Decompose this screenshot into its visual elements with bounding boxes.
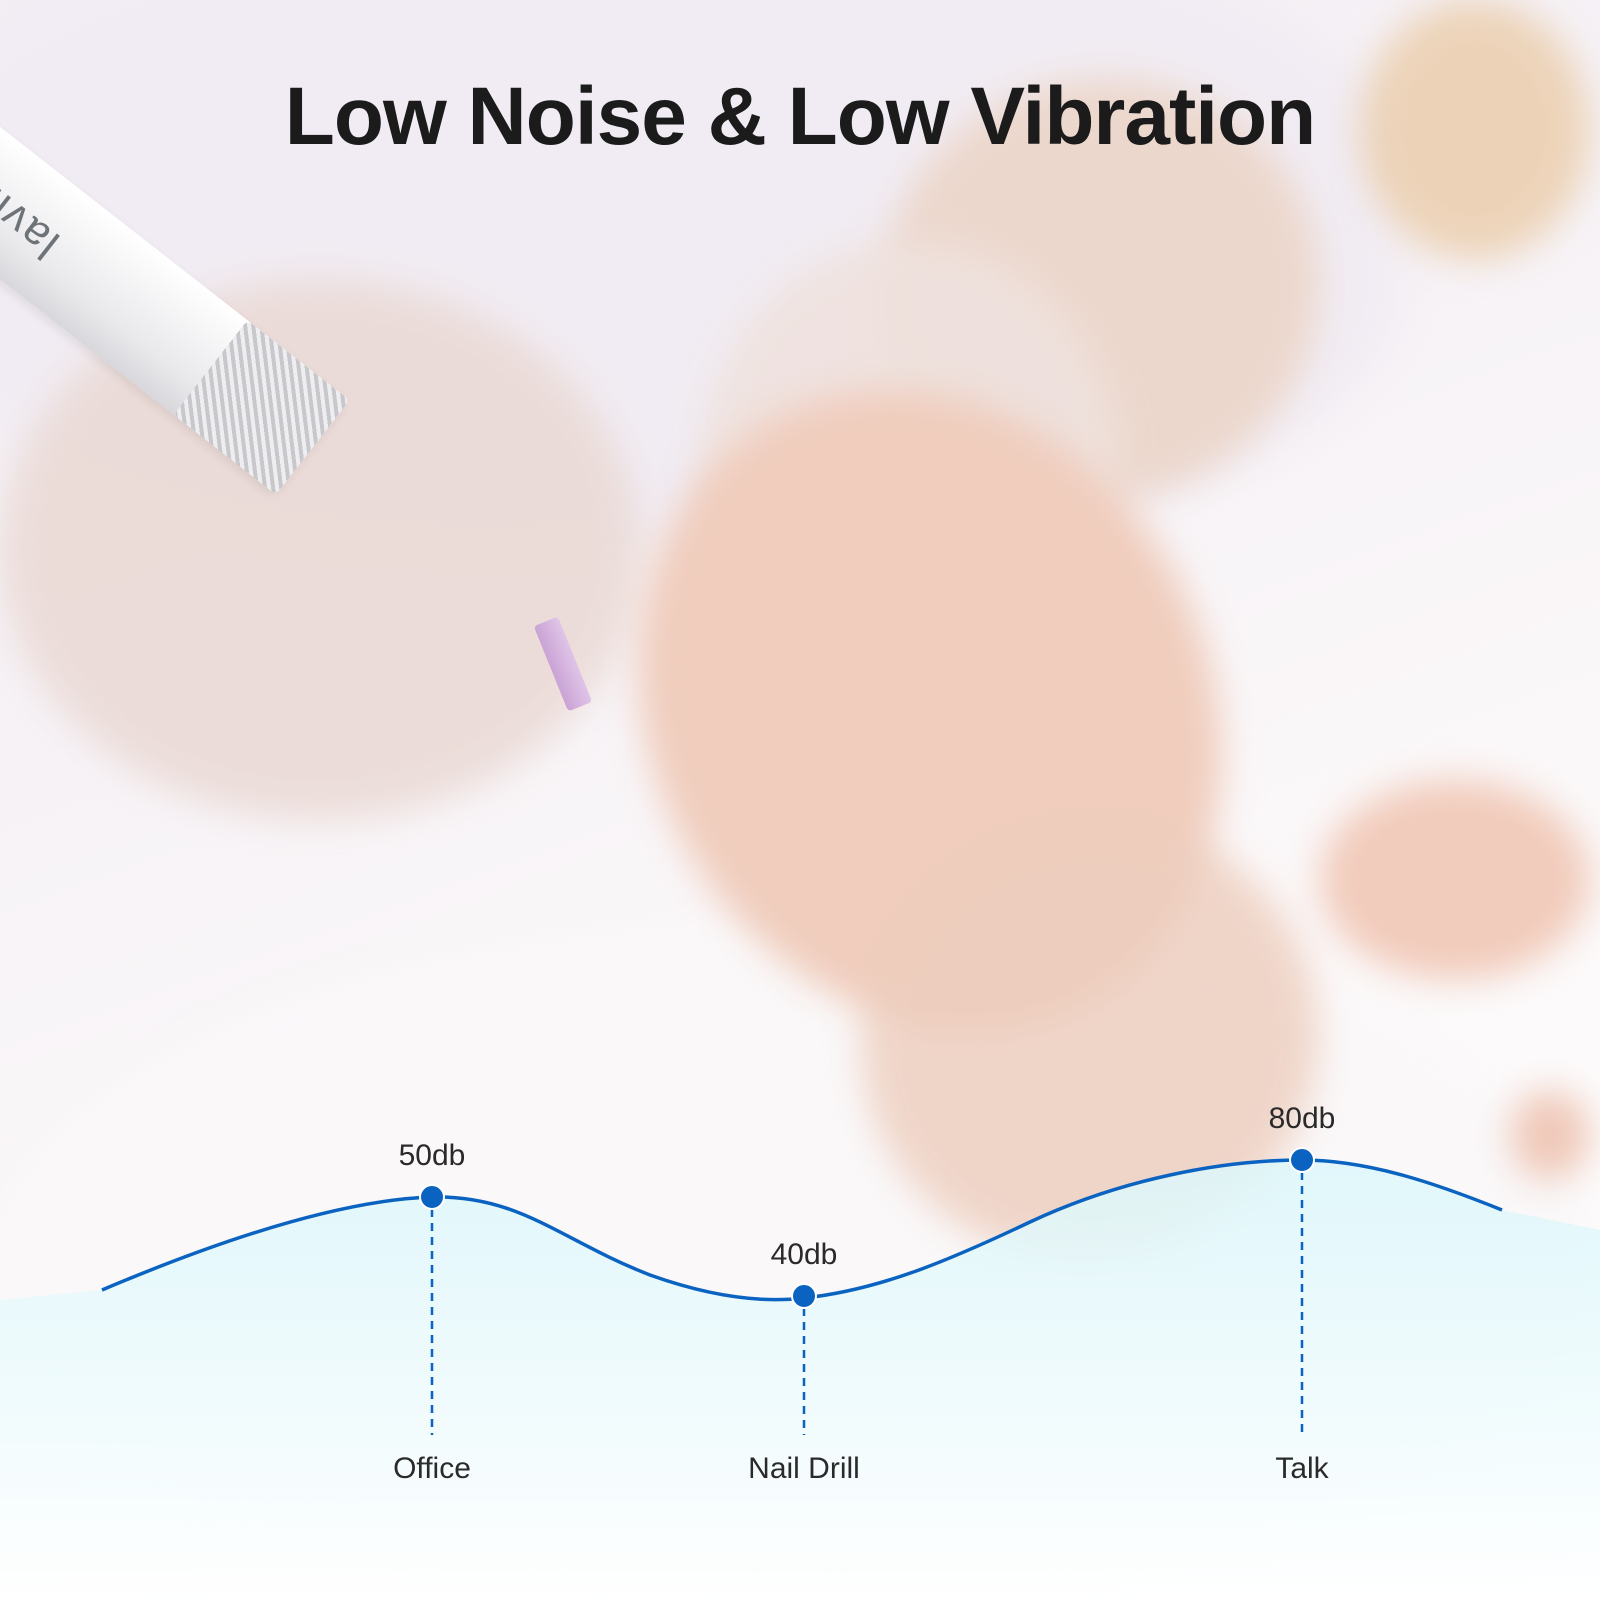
client-fingertip <box>1510 1090 1590 1180</box>
client-fingers-right <box>1320 780 1590 980</box>
data-point-talk <box>1289 1147 1315 1173</box>
data-point-nail-drill <box>791 1283 817 1309</box>
curve-area <box>0 1160 1600 1600</box>
data-point-office <box>419 1184 445 1210</box>
page-title: Low Noise & Low Vibration <box>284 71 1316 162</box>
background-corner <box>1360 0 1590 260</box>
value-label-nail-drill: 40db <box>770 1238 838 1271</box>
gloved-hand-left <box>0 280 640 820</box>
value-label-office: 50db <box>398 1139 466 1172</box>
category-label-talk: Talk <box>1275 1452 1329 1485</box>
category-label-nail-drill: Nail Drill <box>748 1452 860 1485</box>
category-label-office: Office <box>393 1452 471 1485</box>
value-label-talk: 80db <box>1268 1102 1336 1135</box>
